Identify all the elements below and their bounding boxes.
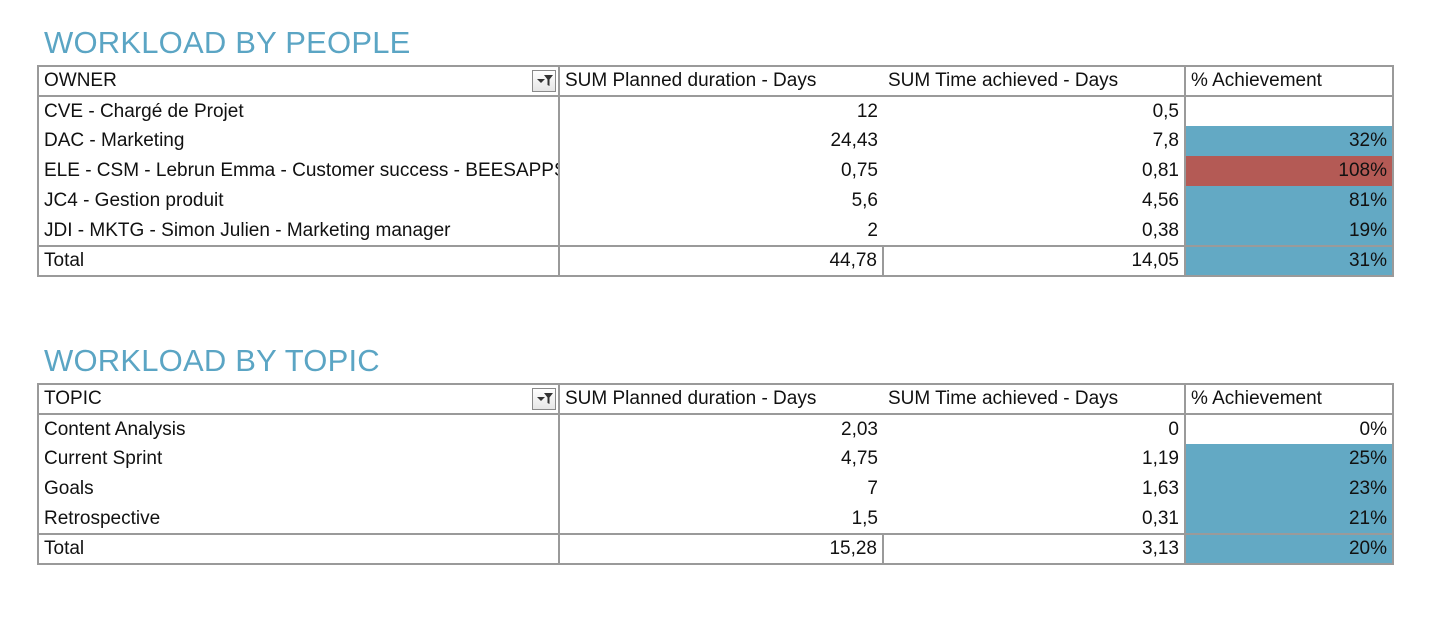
table-row: CVE - Chargé de Projet 12 0,5 xyxy=(37,96,1394,126)
table-row: Goals 7 1,63 23% xyxy=(37,474,1394,504)
planned-cell: 24,43 xyxy=(830,130,878,151)
header-topic: TOPIC xyxy=(37,383,560,415)
planned-cell: 0,75 xyxy=(841,160,878,181)
table-row: DAC - Marketing 24,43 7,8 32% xyxy=(37,126,1394,156)
planned-cell: 5,6 xyxy=(851,190,878,211)
header-achievement: % Achievement xyxy=(1184,383,1394,415)
filter-dropdown-icon xyxy=(537,393,553,404)
row-label: Total xyxy=(37,533,560,565)
table-row: ELE - CSM - Lebrun Emma - Customer succe… xyxy=(37,156,1394,186)
achieved-cell: 1,19 xyxy=(883,444,1186,474)
table-row: Current Sprint 4,75 1,19 25% xyxy=(37,444,1394,474)
achieved-cell: 0 xyxy=(883,414,1186,444)
header-achieved: SUM Time achieved - Days xyxy=(883,383,1185,415)
achieved-cell: 0,38 xyxy=(883,216,1186,246)
header-planned: SUM Planned duration - Days xyxy=(559,383,883,415)
achieved-cell: 4,56 xyxy=(883,186,1186,216)
planned-cell: 2 xyxy=(867,219,878,241)
pivot-table-topic: TOPIC SUM Planned duration - Days SUM Ti… xyxy=(37,383,1394,565)
header-achieved: SUM Time achieved - Days xyxy=(883,65,1185,97)
achievement-cell: 81% xyxy=(1184,186,1394,216)
planned-cell: 12 xyxy=(856,100,878,122)
planned-cell: 4,75 xyxy=(841,448,878,469)
achieved-cell: 14,05 xyxy=(882,245,1186,277)
achievement-cell: 23% xyxy=(1184,474,1394,504)
header-owner-label: OWNER xyxy=(44,70,117,91)
owner-filter-button[interactable] xyxy=(532,70,556,92)
achievement-cell: 21% xyxy=(1184,504,1394,534)
section-title-topic: WORKLOAD BY TOPIC xyxy=(44,343,380,378)
total-row: Total 15,28 3,13 20% xyxy=(37,533,1394,565)
pivot-table-people: OWNER SUM Planned duration - Days SUM Ti… xyxy=(37,65,1394,277)
achieved-cell: 3,13 xyxy=(882,533,1186,565)
achieved-cell: 0,5 xyxy=(883,96,1186,126)
achievement-cell: 31% xyxy=(1184,245,1394,277)
header-row: TOPIC SUM Planned duration - Days SUM Ti… xyxy=(37,383,1394,415)
row-label: JC4 - Gestion produit xyxy=(37,186,560,216)
table-row: Retrospective 1,5 0,31 21% xyxy=(37,504,1394,534)
row-label: JDI - MKTG - Simon Julien - Marketing ma… xyxy=(37,216,560,246)
planned-cell: 7 xyxy=(867,478,878,499)
header-row: OWNER SUM Planned duration - Days SUM Ti… xyxy=(37,65,1394,97)
achievement-cell: 0% xyxy=(1184,414,1394,444)
row-label: CVE - Chargé de Projet xyxy=(37,96,560,126)
row-label: DAC - Marketing xyxy=(37,126,560,156)
row-label: Current Sprint xyxy=(37,444,560,474)
total-row: Total 44,78 14,05 31% xyxy=(37,245,1394,277)
planned-cell: 2,03 xyxy=(841,418,878,440)
planned-cell: 15,28 xyxy=(558,533,883,565)
achieved-cell: 1,63 xyxy=(883,474,1186,504)
achievement-cell: 25% xyxy=(1184,444,1394,474)
achievement-cell: 19% xyxy=(1184,216,1394,246)
row-label: Retrospective xyxy=(37,504,560,534)
achievement-cell: 32% xyxy=(1184,126,1394,156)
topic-filter-button[interactable] xyxy=(532,388,556,410)
table-row: JDI - MKTG - Simon Julien - Marketing ma… xyxy=(37,216,1394,246)
row-label: Goals xyxy=(37,474,560,504)
planned-cell: 1,5 xyxy=(851,507,878,529)
achieved-cell: 7,8 xyxy=(883,126,1186,156)
achievement-cell: 20% xyxy=(1184,533,1394,565)
header-achievement: % Achievement xyxy=(1184,65,1394,97)
achieved-cell: 0,31 xyxy=(883,504,1186,534)
section-title-people: WORKLOAD BY PEOPLE xyxy=(44,25,411,60)
achievement-cell xyxy=(1184,96,1394,126)
row-label: Total xyxy=(37,245,560,277)
achieved-cell: 0,81 xyxy=(883,156,1186,186)
row-label: ELE - CSM - Lebrun Emma - Customer succe… xyxy=(37,156,560,186)
row-label: Content Analysis xyxy=(37,414,560,444)
filter-dropdown-icon xyxy=(537,75,553,86)
planned-cell: 44,78 xyxy=(558,245,883,277)
table-row: JC4 - Gestion produit 5,6 4,56 81% xyxy=(37,186,1394,216)
table-row: Content Analysis 2,03 0 0% xyxy=(37,414,1394,444)
achievement-cell: 108% xyxy=(1184,156,1394,186)
header-topic-label: TOPIC xyxy=(44,388,102,409)
header-planned: SUM Planned duration - Days xyxy=(559,65,883,97)
header-owner: OWNER xyxy=(37,65,560,97)
